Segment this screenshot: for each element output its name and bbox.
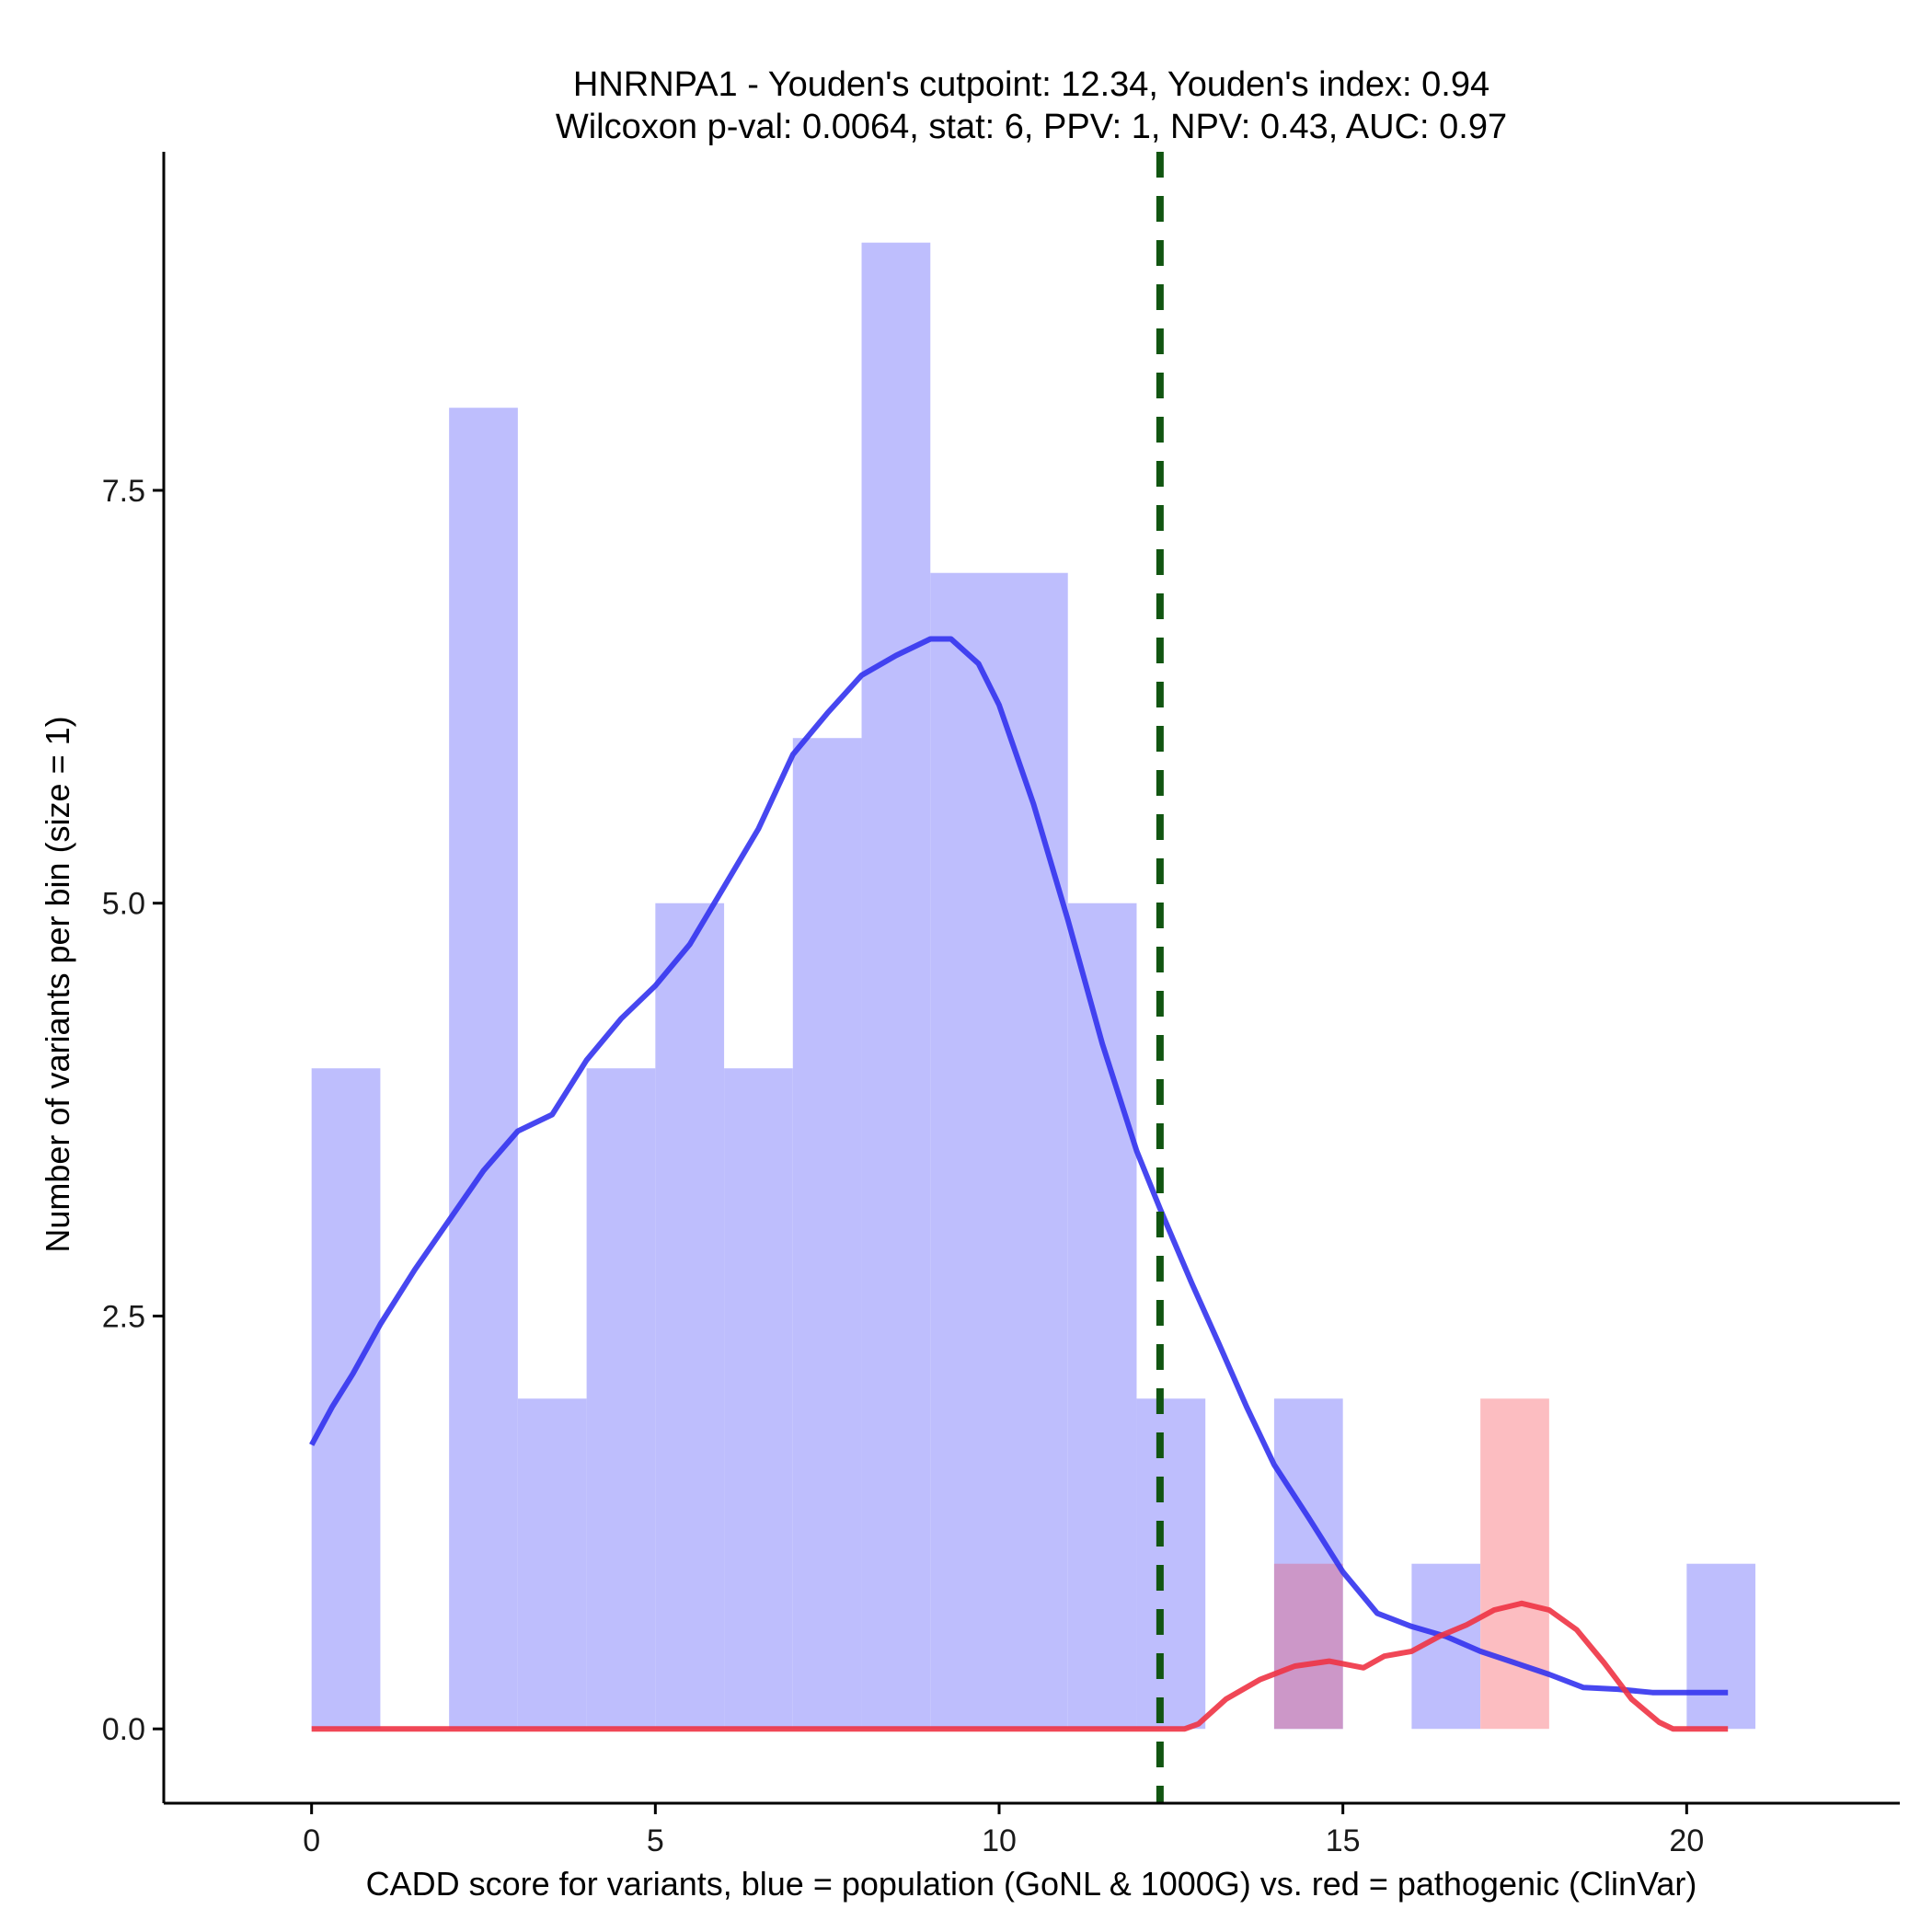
x-tick-label: 20 (1669, 1823, 1704, 1858)
population-bar (311, 1068, 381, 1730)
chart-title-line-1: HNRNPA1 - Youden's cutpoint: 12.34, Youd… (573, 65, 1489, 104)
population-bar (586, 1068, 656, 1730)
axes-layer: 0 5 10 15 20 0.0 2.5 5.0 7.5 (102, 152, 1900, 1858)
population-bar (655, 903, 725, 1730)
population-bar (1686, 1563, 1756, 1730)
population-bar (449, 408, 518, 1730)
y-tick-label: 5.0 (102, 887, 145, 922)
y-axis-title: Number of variants per bin (size = 1) (39, 716, 76, 1252)
population-bar (999, 572, 1068, 1730)
population-bar (792, 738, 862, 1730)
chart-title-line-2: Wilcoxon p-val: 0.0064, stat: 6, PPV: 1,… (556, 108, 1507, 146)
pathogenic-density-line (311, 1600, 1729, 1732)
x-tick-label: 0 (303, 1823, 320, 1858)
x-axis-title: CADD score for variants, blue = populati… (366, 1865, 1697, 1903)
population-bar (861, 242, 931, 1730)
bars-layer (311, 242, 1756, 1730)
population-density-line (309, 636, 1729, 1696)
population-bar (517, 1398, 587, 1730)
x-tick-label: 5 (647, 1823, 664, 1858)
density-curves-layer (309, 636, 1729, 1732)
y-tick-label: 0.0 (102, 1712, 145, 1747)
x-tick-label: 10 (982, 1823, 1017, 1858)
population-bar (724, 1068, 793, 1730)
population-bar (1067, 903, 1137, 1730)
y-tick-label: 2.5 (102, 1299, 145, 1334)
y-tick-label: 7.5 (102, 474, 145, 509)
population-bar (930, 572, 1000, 1730)
pathogenic-bar (1480, 1398, 1549, 1730)
x-tick-label: 15 (1326, 1823, 1361, 1858)
pathogenic-bar (1273, 1563, 1343, 1730)
population-bar (1136, 1398, 1206, 1730)
